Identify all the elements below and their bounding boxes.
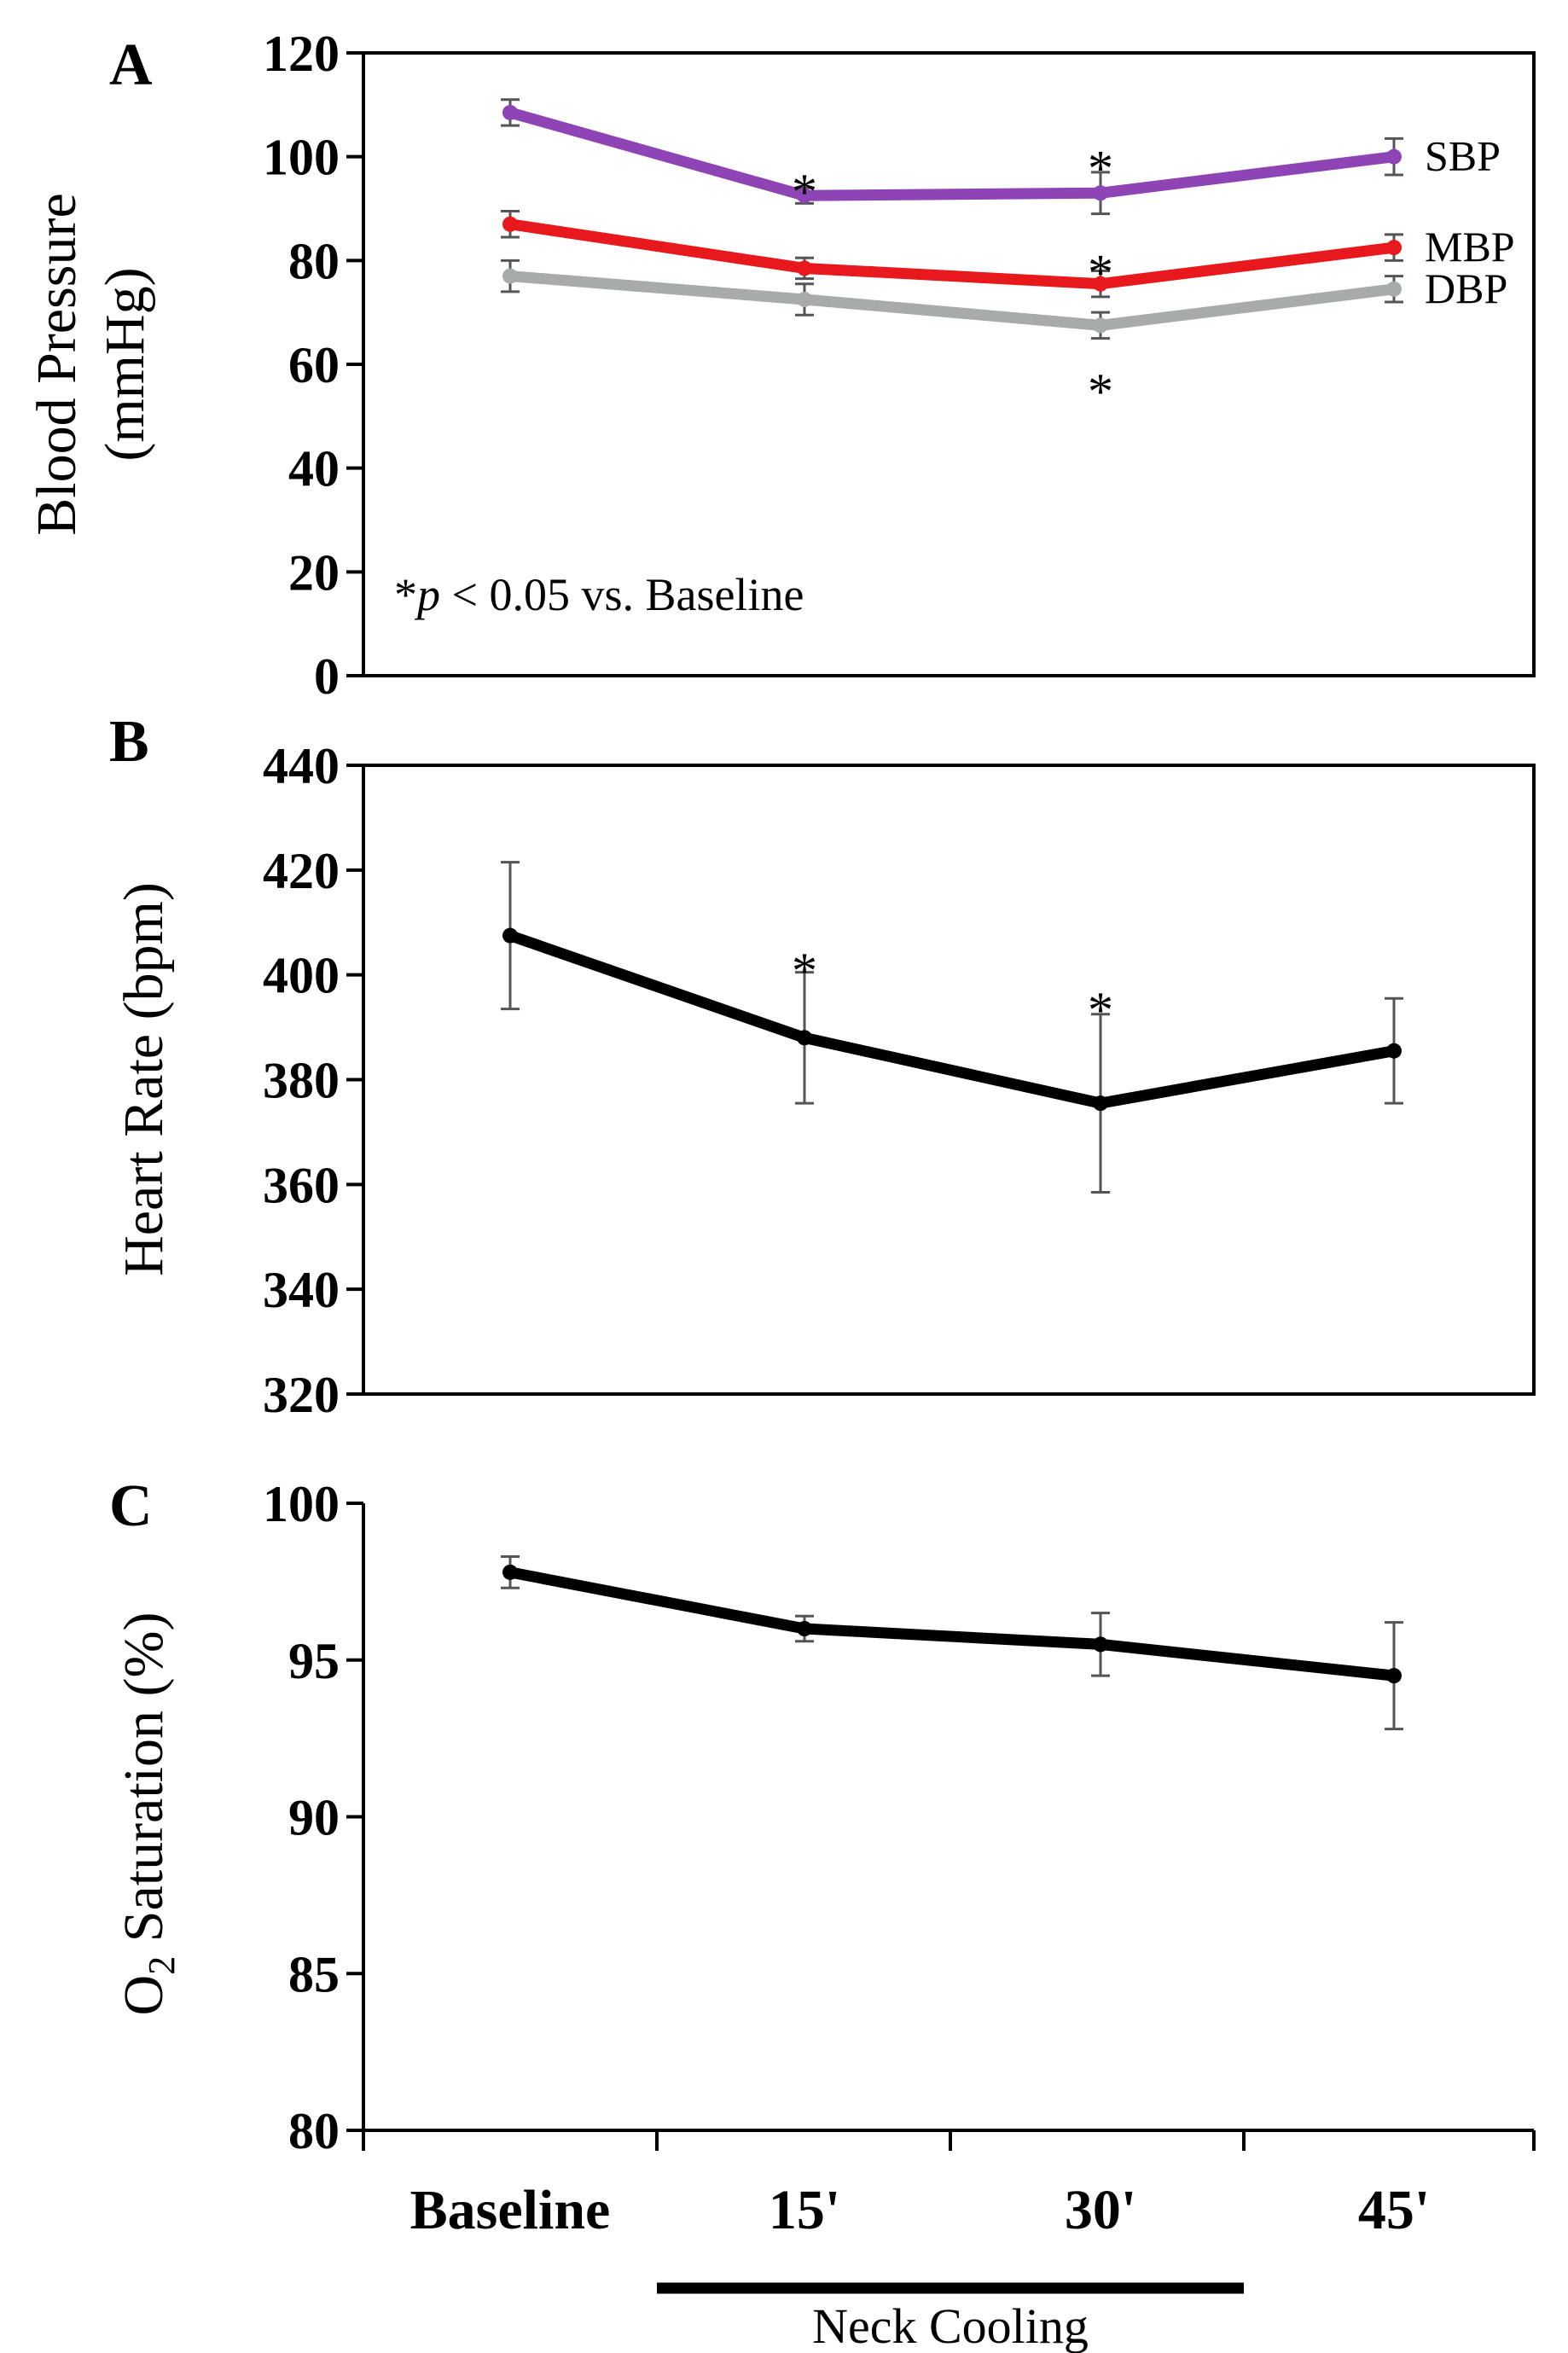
panel-b-y-tick-label: 440 — [263, 738, 340, 794]
sbp-series-label: SBP — [1425, 132, 1501, 180]
heart-rate-point — [797, 1030, 812, 1046]
significance-star: * — [792, 164, 817, 220]
mbp-series-label: MBP — [1425, 223, 1515, 270]
sbp-point — [797, 188, 812, 204]
o2-saturation-point — [797, 1621, 812, 1636]
panel-c-y-tick-label: 95 — [288, 1633, 340, 1689]
panel-b-y-tick-label: 380 — [263, 1053, 340, 1109]
x-tick-label: 30' — [1065, 2179, 1136, 2241]
significance-star: * — [1088, 982, 1113, 1038]
mbp-point — [797, 260, 812, 276]
panel-a-y-tick-label: 80 — [288, 233, 340, 289]
panel-b-y-tick-label: 360 — [263, 1157, 340, 1213]
dbp-point — [1093, 317, 1108, 334]
dbp-point — [797, 291, 812, 307]
o2-saturation-line — [504, 1566, 1400, 1682]
panel-a-y-tick-label: 100 — [263, 130, 340, 186]
significance-star: * — [1088, 363, 1113, 420]
neck-cooling-label: Neck Cooling — [812, 2298, 1089, 2353]
panel-c-y-tick-label: 80 — [288, 2103, 340, 2159]
panel-c-y-axis-label: O2 Saturation (%) — [113, 1612, 183, 2016]
dbp-point — [1386, 281, 1402, 297]
significance-star: * — [1088, 244, 1113, 300]
sbp-point — [1093, 185, 1108, 201]
panel-c-y-tick-label: 90 — [288, 1790, 340, 1846]
panel-b-y-tick-label: 320 — [263, 1367, 340, 1423]
o2-saturation-point — [1386, 1668, 1402, 1684]
panel-a-y-axis-label-line-1: Blood Pressure — [26, 193, 88, 535]
mbp-point — [1386, 240, 1402, 256]
significance-star: * — [1088, 141, 1113, 197]
o2-saturation-point — [1093, 1636, 1108, 1653]
mbp-line — [504, 218, 1400, 290]
x-tick-label: Baseline — [410, 2179, 611, 2241]
dbp-line — [504, 270, 1400, 331]
panel-a: A Blood Pressure (mmHg) *p < 0.05 vs. Ba… — [26, 26, 1536, 705]
panel-a-y-tick-label: 40 — [288, 441, 340, 497]
dbp-point — [502, 268, 518, 284]
panel-c: C O2 Saturation (%) Neck Cooling 80 85 90 9… — [109, 1473, 1536, 2353]
sbp-line — [504, 107, 1400, 201]
panel-b-y-tick-label: 340 — [263, 1262, 340, 1318]
x-tick-label: 15' — [769, 2179, 840, 2241]
panel-label-c: C — [109, 1473, 153, 1539]
o2-saturation-point — [502, 1564, 518, 1580]
dbp-series-label: DBP — [1425, 264, 1507, 312]
significance-note: *p < 0.05 vs. Baseline — [394, 569, 804, 620]
panel-b-y-tick-label: 400 — [263, 948, 340, 1004]
panel-a-y-tick-label: 20 — [288, 544, 340, 601]
mbp-point — [1093, 276, 1108, 292]
x-tick-label: 45' — [1358, 2179, 1430, 2241]
heart-rate-point — [1386, 1043, 1402, 1059]
panel-b-y-tick-label: 420 — [263, 843, 340, 899]
sbp-point — [1386, 148, 1402, 165]
significance-star: * — [792, 943, 817, 999]
panel-c-y-tick-label: 85 — [288, 1946, 340, 2002]
panel-label-b: B — [109, 709, 149, 775]
panel-b: B Heart Rate (bpm) 320 340 360 380 400 420 440… — [109, 709, 1536, 1423]
heart-rate-point — [502, 927, 518, 944]
panel-a-y-tick-label: 0 — [314, 648, 340, 705]
panel-b-plot-frame — [362, 764, 1536, 1396]
panel-a-y-axis-label-line-2: (mmHg) — [94, 267, 156, 461]
heart-rate-line — [504, 930, 1400, 1109]
panel-c-y-tick-label: 100 — [263, 1476, 340, 1532]
panel-a-y-tick-label: 120 — [263, 26, 340, 82]
panel-label-a: A — [109, 32, 153, 98]
sbp-point — [502, 104, 518, 120]
panel-a-y-tick-label: 60 — [288, 337, 340, 393]
mbp-point — [502, 216, 518, 232]
panel-b-y-axis-label: Heart Rate (bpm) — [113, 882, 175, 1276]
heart-rate-point — [1093, 1095, 1108, 1112]
